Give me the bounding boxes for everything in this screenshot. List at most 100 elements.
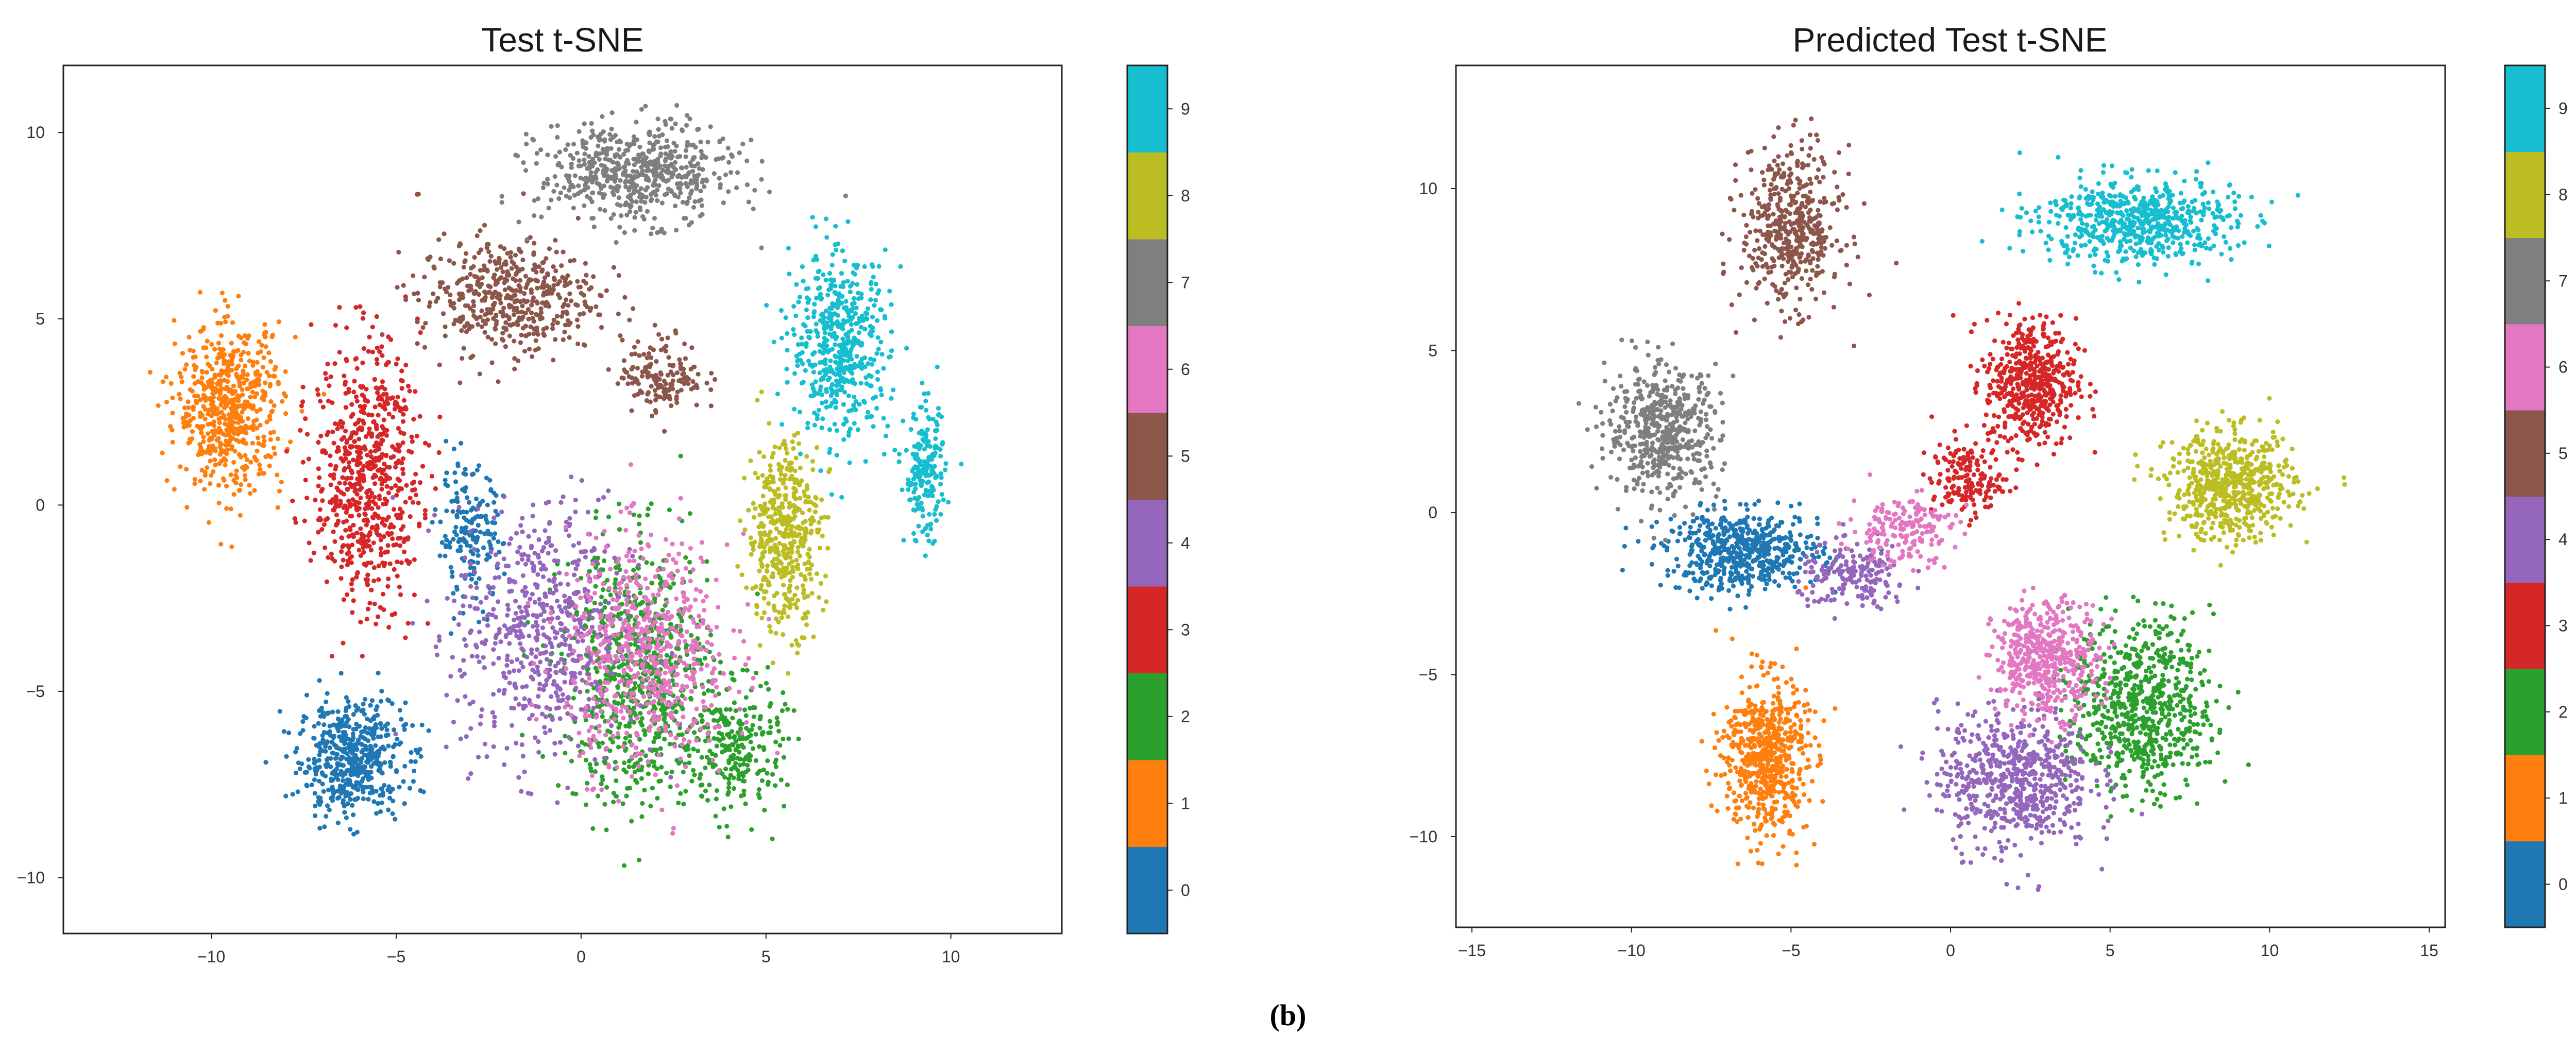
data-point-class-3 xyxy=(413,471,418,477)
data-point-class-2 xyxy=(637,513,642,518)
data-point-class-6 xyxy=(603,624,609,629)
data-point-class-4 xyxy=(586,697,591,702)
data-point-class-5 xyxy=(415,291,420,296)
data-point-class-5 xyxy=(436,237,442,242)
data-point-class-1 xyxy=(250,389,256,395)
data-point-class-3 xyxy=(298,428,303,433)
data-point-class-0 xyxy=(444,537,449,542)
data-point-class-3 xyxy=(349,581,354,586)
data-point-class-7 xyxy=(608,216,614,221)
data-point-class-2 xyxy=(740,770,745,775)
data-point-class-0 xyxy=(467,519,472,524)
data-point-class-2 xyxy=(636,521,642,527)
data-point-class-3 xyxy=(396,488,401,493)
data-point-class-4 xyxy=(558,581,563,586)
data-point-class-6 xyxy=(581,633,586,638)
data-point-class-1 xyxy=(262,438,267,444)
data-point-class-1 xyxy=(251,418,257,423)
data-point-class-1 xyxy=(221,449,226,454)
data-point-class-4 xyxy=(471,547,477,552)
data-point-class-2 xyxy=(727,707,733,712)
data-point-class-2 xyxy=(726,776,732,782)
data-point-class-5 xyxy=(534,269,539,275)
data-point-class-0 xyxy=(343,793,348,799)
data-point-class-4 xyxy=(591,607,597,613)
data-point-class-5 xyxy=(494,312,499,317)
data-point-class-5 xyxy=(506,315,512,320)
data-point-class-6 xyxy=(675,721,681,726)
data-point-class-3 xyxy=(433,486,438,491)
data-point-class-0 xyxy=(464,540,469,545)
data-point-class-6 xyxy=(656,717,661,722)
data-point-class-0 xyxy=(295,789,300,794)
data-point-class-3 xyxy=(397,478,402,483)
data-point-class-2 xyxy=(659,579,664,584)
data-point-class-6 xyxy=(672,744,677,749)
data-point-class-6 xyxy=(598,688,603,693)
data-point-class-6 xyxy=(595,700,600,705)
data-point-class-3 xyxy=(351,389,357,395)
data-point-class-1 xyxy=(264,370,269,375)
data-point-class-1 xyxy=(267,374,272,379)
data-point-class-5 xyxy=(482,263,487,268)
data-point-class-6 xyxy=(614,657,620,662)
data-point-class-3 xyxy=(346,550,351,555)
data-point-class-1 xyxy=(192,381,197,386)
data-point-class-0 xyxy=(469,576,474,582)
data-point-class-6 xyxy=(664,616,669,621)
data-point-class-2 xyxy=(600,587,606,592)
data-point-class-6 xyxy=(680,742,685,747)
data-point-class-4 xyxy=(457,668,463,673)
data-point-class-6 xyxy=(675,568,680,573)
data-point-class-3 xyxy=(391,542,396,548)
data-point-class-2 xyxy=(711,736,717,741)
data-point-class-4 xyxy=(519,742,524,748)
data-point-class-5 xyxy=(472,291,478,296)
data-point-class-5 xyxy=(637,353,642,358)
data-point-class-5 xyxy=(513,272,518,277)
data-point-class-6 xyxy=(582,714,588,719)
data-point-class-5 xyxy=(502,280,507,285)
data-point-class-2 xyxy=(607,748,613,753)
data-point-class-3 xyxy=(422,512,428,517)
data-point-class-4 xyxy=(522,769,527,774)
data-point-class-6 xyxy=(604,545,609,550)
data-point-class-7 xyxy=(744,182,750,188)
data-point-class-6 xyxy=(707,738,712,743)
data-point-class-0 xyxy=(418,754,423,759)
data-point-class-6 xyxy=(673,735,679,740)
data-point-class-6 xyxy=(634,659,639,665)
data-point-class-2 xyxy=(782,804,787,809)
data-point-class-5 xyxy=(498,300,503,306)
data-point-class-1 xyxy=(239,358,244,363)
data-point-class-1 xyxy=(160,379,165,384)
data-point-class-3 xyxy=(379,486,384,492)
data-point-class-0 xyxy=(329,740,334,745)
data-point-class-2 xyxy=(654,748,659,753)
data-point-class-0 xyxy=(352,784,357,789)
data-point-class-4 xyxy=(511,706,517,711)
data-point-class-3 xyxy=(360,360,365,366)
data-point-class-2 xyxy=(689,778,694,784)
data-point-class-4 xyxy=(562,660,567,666)
data-point-class-5 xyxy=(520,257,526,263)
data-point-class-4 xyxy=(463,694,468,699)
data-point-class-4 xyxy=(543,730,548,735)
data-point-class-1 xyxy=(219,368,224,374)
data-point-class-1 xyxy=(226,363,231,368)
data-point-class-0 xyxy=(386,807,391,812)
data-point-class-0 xyxy=(327,807,332,812)
data-point-class-3 xyxy=(342,374,347,379)
data-point-class-4 xyxy=(461,658,466,663)
data-point-class-2 xyxy=(662,717,667,722)
data-point-class-0 xyxy=(341,800,346,805)
data-point-class-1 xyxy=(160,450,165,455)
data-point-class-6 xyxy=(597,665,602,670)
data-point-class-1 xyxy=(206,422,211,427)
data-point-class-7 xyxy=(711,171,717,176)
data-point-class-5 xyxy=(574,317,580,323)
data-point-class-0 xyxy=(476,553,481,558)
data-point-class-3 xyxy=(358,619,363,625)
data-point-class-1 xyxy=(222,457,227,462)
data-point-class-0 xyxy=(365,754,370,759)
